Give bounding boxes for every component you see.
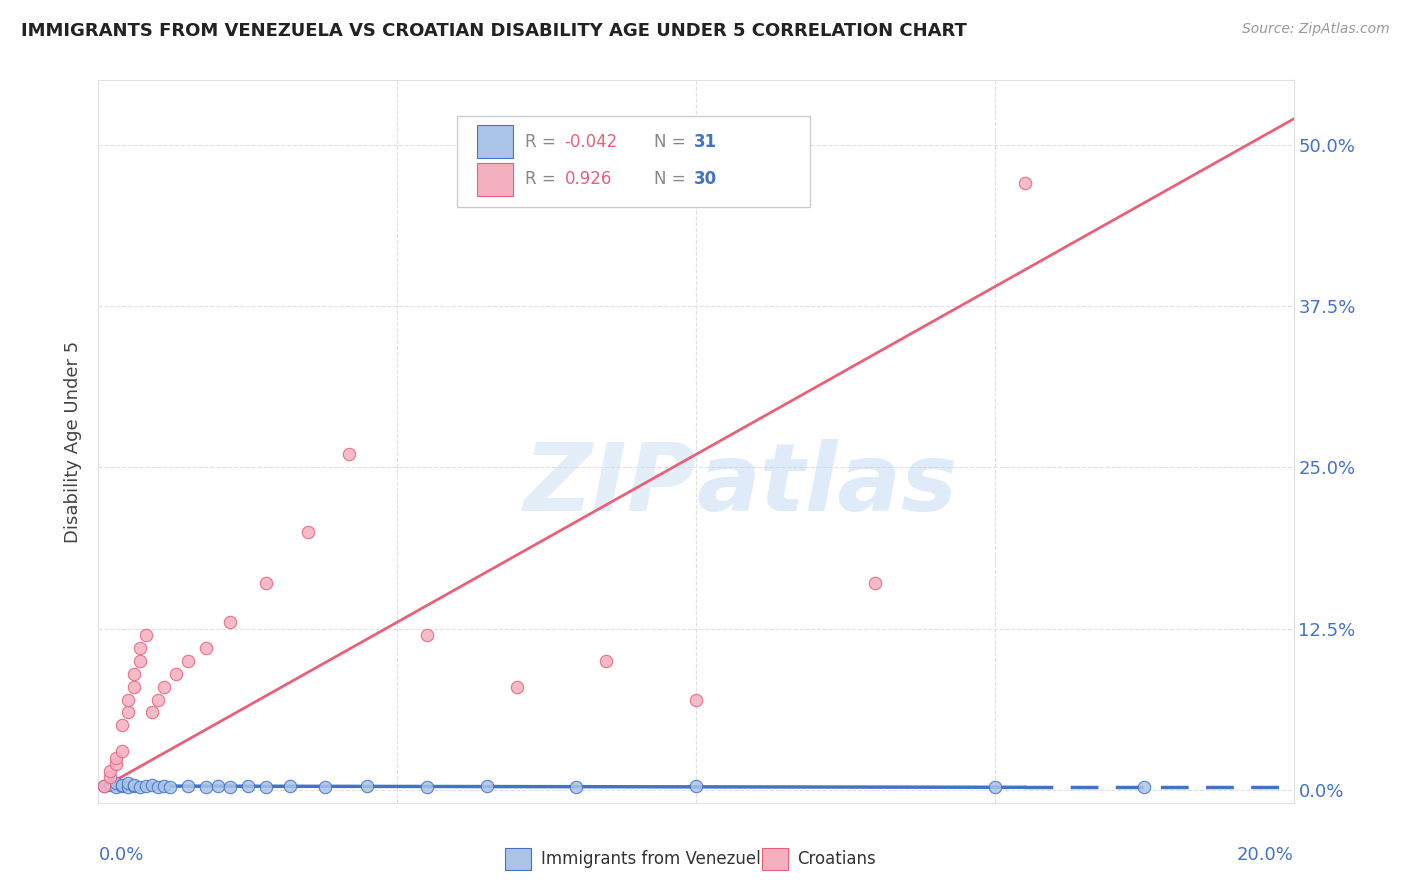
Bar — [762, 848, 787, 870]
Point — [416, 628, 439, 642]
Point — [105, 780, 128, 795]
Text: Immigrants from Venezuela: Immigrants from Venezuela — [541, 850, 770, 868]
Point — [685, 779, 707, 793]
Point — [135, 628, 157, 642]
Text: 20.0%: 20.0% — [1237, 847, 1294, 864]
Point — [148, 780, 170, 795]
Point — [111, 744, 134, 758]
Text: Source: ZipAtlas.com: Source: ZipAtlas.com — [1241, 22, 1389, 37]
Point — [159, 780, 181, 795]
Point — [117, 706, 139, 720]
Point — [129, 654, 152, 668]
Point — [177, 654, 200, 668]
Point — [153, 680, 176, 694]
Point — [111, 718, 134, 732]
Point — [254, 576, 277, 591]
Point — [148, 692, 170, 706]
Point — [356, 779, 378, 793]
FancyBboxPatch shape — [457, 117, 810, 207]
Point — [93, 779, 115, 793]
Text: IMMIGRANTS FROM VENEZUELA VS CROATIAN DISABILITY AGE UNDER 5 CORRELATION CHART: IMMIGRANTS FROM VENEZUELA VS CROATIAN DI… — [21, 22, 967, 40]
Point — [117, 780, 139, 795]
Point — [124, 666, 146, 681]
Text: 0.0%: 0.0% — [98, 847, 143, 864]
Point — [416, 780, 439, 795]
Point — [98, 770, 122, 784]
Point — [565, 780, 588, 795]
Point — [105, 776, 128, 790]
Text: -0.042: -0.042 — [565, 133, 617, 151]
Point — [236, 779, 259, 793]
Point — [124, 778, 146, 792]
Point — [141, 778, 163, 792]
Text: N =: N = — [654, 170, 690, 188]
Bar — [477, 163, 513, 195]
Point — [219, 780, 242, 795]
Point — [129, 780, 152, 795]
Bar — [477, 126, 513, 158]
Point — [207, 779, 229, 793]
Text: 30: 30 — [693, 170, 717, 188]
Text: ZIP: ZIP — [523, 439, 696, 531]
Point — [124, 680, 146, 694]
Point — [339, 447, 361, 461]
Point — [195, 640, 218, 655]
Point — [105, 757, 128, 772]
Point — [111, 779, 134, 793]
Point — [254, 780, 277, 795]
Point — [1133, 780, 1156, 795]
Text: Croatians: Croatians — [797, 850, 876, 868]
Text: N =: N = — [654, 133, 690, 151]
Y-axis label: Disability Age Under 5: Disability Age Under 5 — [65, 341, 83, 542]
Point — [93, 779, 115, 793]
Point — [117, 776, 139, 790]
Point — [984, 780, 1007, 795]
Point — [98, 778, 122, 792]
Point — [177, 779, 200, 793]
Point — [105, 750, 128, 764]
Point — [129, 640, 152, 655]
Point — [506, 680, 529, 694]
Point — [153, 779, 176, 793]
Point — [1014, 177, 1036, 191]
Bar — [505, 848, 531, 870]
Text: 31: 31 — [693, 133, 717, 151]
Text: atlas: atlas — [696, 439, 957, 531]
Point — [315, 780, 337, 795]
Point — [595, 654, 617, 668]
Point — [278, 779, 301, 793]
Point — [98, 764, 122, 778]
Point — [475, 779, 498, 793]
Point — [141, 706, 163, 720]
Point — [135, 779, 157, 793]
Point — [297, 524, 319, 539]
Text: R =: R = — [524, 133, 561, 151]
Point — [195, 780, 218, 795]
Point — [165, 666, 187, 681]
Point — [219, 615, 242, 630]
Point — [865, 576, 887, 591]
Text: 0.926: 0.926 — [565, 170, 612, 188]
Point — [117, 692, 139, 706]
Point — [685, 692, 707, 706]
Point — [124, 779, 146, 793]
Point — [111, 778, 134, 792]
Text: R =: R = — [524, 170, 561, 188]
